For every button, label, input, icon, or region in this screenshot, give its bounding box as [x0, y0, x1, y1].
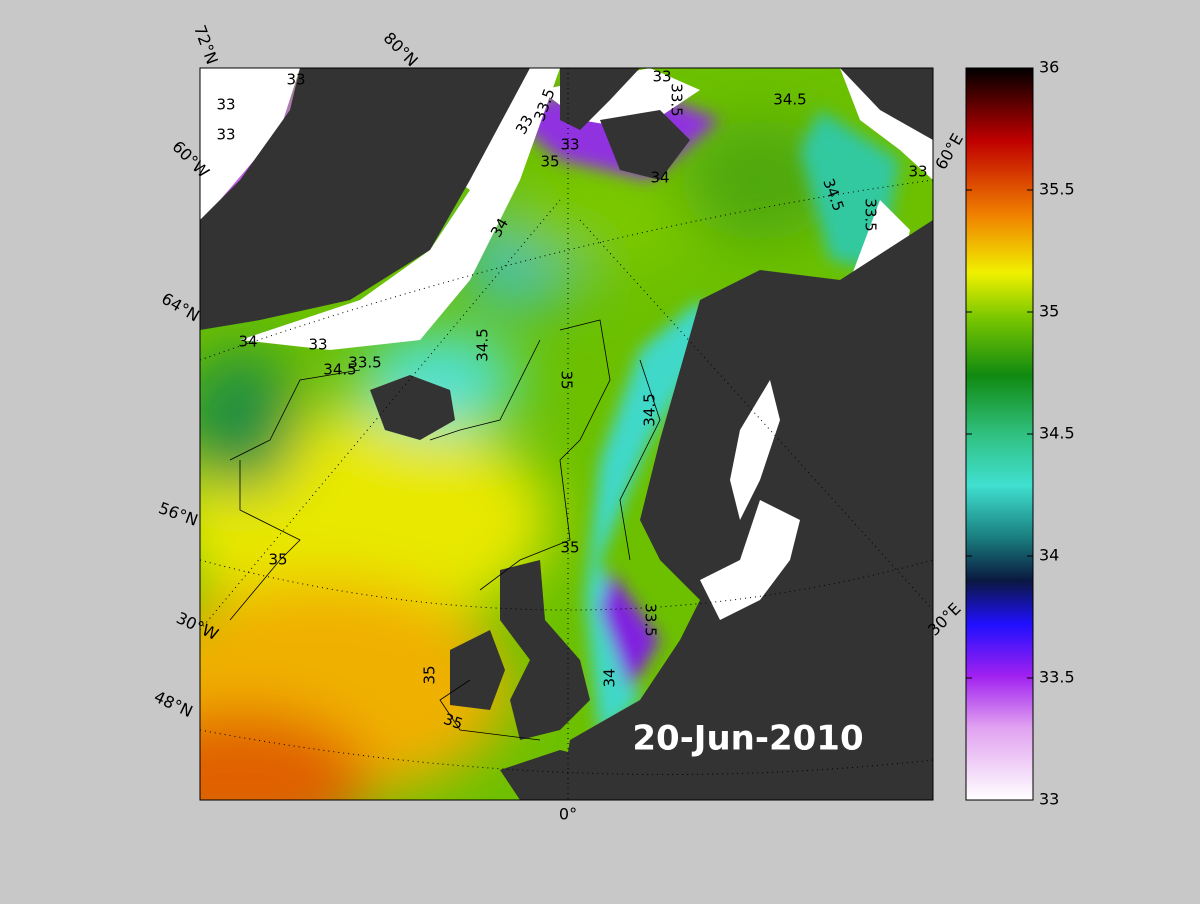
graticule-label: 72°N [190, 22, 222, 66]
svalbard [600, 110, 690, 180]
ireland [450, 630, 505, 710]
contour-label: 33.5 [348, 354, 381, 372]
contour-label: 33.5 [668, 83, 686, 116]
colorbar-tick-label: 34 [1039, 546, 1059, 565]
contour-lines [229, 319, 661, 741]
baltic [700, 500, 800, 620]
graticule-label: 48°N [151, 687, 196, 721]
iceland [370, 375, 455, 440]
salinity-map [200, 68, 933, 800]
contour-label: 33 [216, 126, 235, 144]
colorbar-tick-label: 34.5 [1039, 424, 1075, 443]
contour-label: 33.5 [642, 603, 660, 636]
graticule-label: 64°N [158, 289, 202, 326]
contour-label: 35 [268, 551, 287, 569]
graticule-label: 56°N [156, 498, 200, 530]
salinity-shading [200, 120, 840, 800]
contour-label: 33 [286, 71, 305, 89]
colorbar-tick-label: 35.5 [1039, 180, 1075, 199]
contour-label: 33 [216, 96, 235, 114]
baltic [730, 380, 780, 520]
great-britain [500, 560, 590, 740]
contour-label: 34 [650, 169, 669, 187]
contour-label: 34.5 [773, 91, 806, 109]
graticule [200, 68, 933, 800]
greenland [200, 68, 530, 330]
land [560, 68, 640, 130]
map-frame [199, 67, 934, 801]
contour-label: 33 [560, 136, 579, 154]
contour-label: 33 [308, 336, 327, 354]
land [840, 68, 933, 140]
colorbar-ticks: 33 33.5 34 34.5 35 35.5 36 [966, 58, 1075, 809]
contour-label: 34.5 [323, 361, 356, 379]
graticule-label: 80°N [380, 28, 422, 70]
contour-label: 35 [441, 710, 465, 733]
graticule-label: 0° [559, 805, 577, 824]
colorbar-tick-label: 33 [1039, 790, 1059, 809]
france [500, 750, 600, 800]
contour-label: 35 [421, 665, 439, 684]
contour-label: 34.5 [641, 393, 659, 426]
contour-label: 33.5 [862, 198, 880, 231]
date-label: 20-Jun-2010 [632, 719, 863, 759]
colorbar [965, 67, 1034, 801]
contour-label: 35 [558, 370, 576, 389]
contour-label: 34 [238, 333, 257, 351]
colorbar-tick-label: 33.5 [1039, 668, 1075, 687]
contour-label: 35 [560, 539, 579, 557]
contour-label: 33 [908, 163, 927, 181]
contour-label: 34.5 [474, 328, 492, 361]
ice [200, 68, 300, 220]
graticule-label: 60°E [931, 130, 967, 173]
colorbar-tick-label: 35 [1039, 302, 1059, 321]
scandinavia-europe [560, 220, 933, 800]
contour-label: 33 [652, 68, 671, 86]
colorbar-tick-label: 36 [1039, 58, 1059, 77]
contour-label: 34 [601, 668, 619, 687]
contour-label: 35 [540, 153, 559, 171]
